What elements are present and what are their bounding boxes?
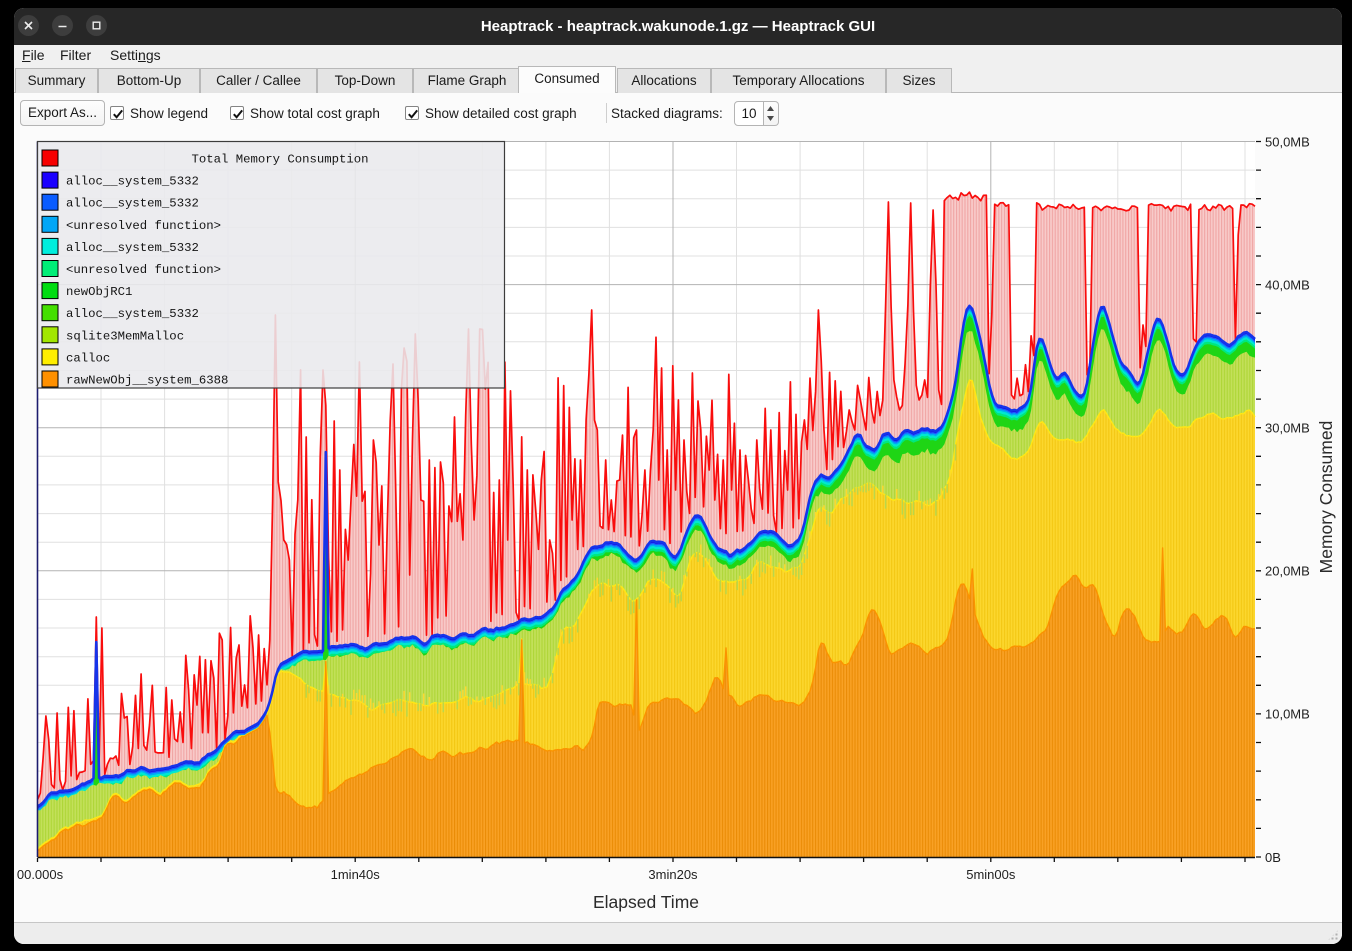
- svg-text:<unresolved function>: <unresolved function>: [66, 263, 221, 277]
- svg-text:calloc: calloc: [66, 351, 110, 365]
- svg-text:alloc__system_5332: alloc__system_5332: [66, 241, 199, 255]
- svg-text:<unresolved function>: <unresolved function>: [66, 219, 221, 233]
- svg-text:sqlite3MemMalloc: sqlite3MemMalloc: [66, 329, 184, 343]
- svg-text:00.000s: 00.000s: [17, 867, 64, 882]
- svg-text:10,0MB: 10,0MB: [1265, 707, 1310, 722]
- svg-text:1min40s: 1min40s: [331, 867, 381, 882]
- svg-text:alloc__system_5332: alloc__system_5332: [66, 197, 199, 211]
- svg-text:0B: 0B: [1265, 850, 1281, 865]
- svg-text:alloc__system_5332: alloc__system_5332: [66, 175, 199, 189]
- svg-text:50,0MB: 50,0MB: [1265, 134, 1310, 149]
- svg-text:40,0MB: 40,0MB: [1265, 277, 1310, 292]
- svg-text:5min00s: 5min00s: [966, 867, 1016, 882]
- svg-text:Memory Consumed: Memory Consumed: [1316, 421, 1336, 574]
- svg-text:30,0MB: 30,0MB: [1265, 421, 1310, 436]
- svg-text:Total Memory Consumption: Total Memory Consumption: [191, 153, 368, 167]
- svg-text:3min20s: 3min20s: [648, 867, 698, 882]
- svg-text:20,0MB: 20,0MB: [1265, 564, 1310, 579]
- svg-text:Elapsed Time: Elapsed Time: [593, 892, 699, 912]
- svg-text:rawNewObj__system_6388: rawNewObj__system_6388: [66, 374, 228, 388]
- svg-text:newObjRC1: newObjRC1: [66, 285, 132, 299]
- svg-text:alloc__system_5332: alloc__system_5332: [66, 307, 199, 321]
